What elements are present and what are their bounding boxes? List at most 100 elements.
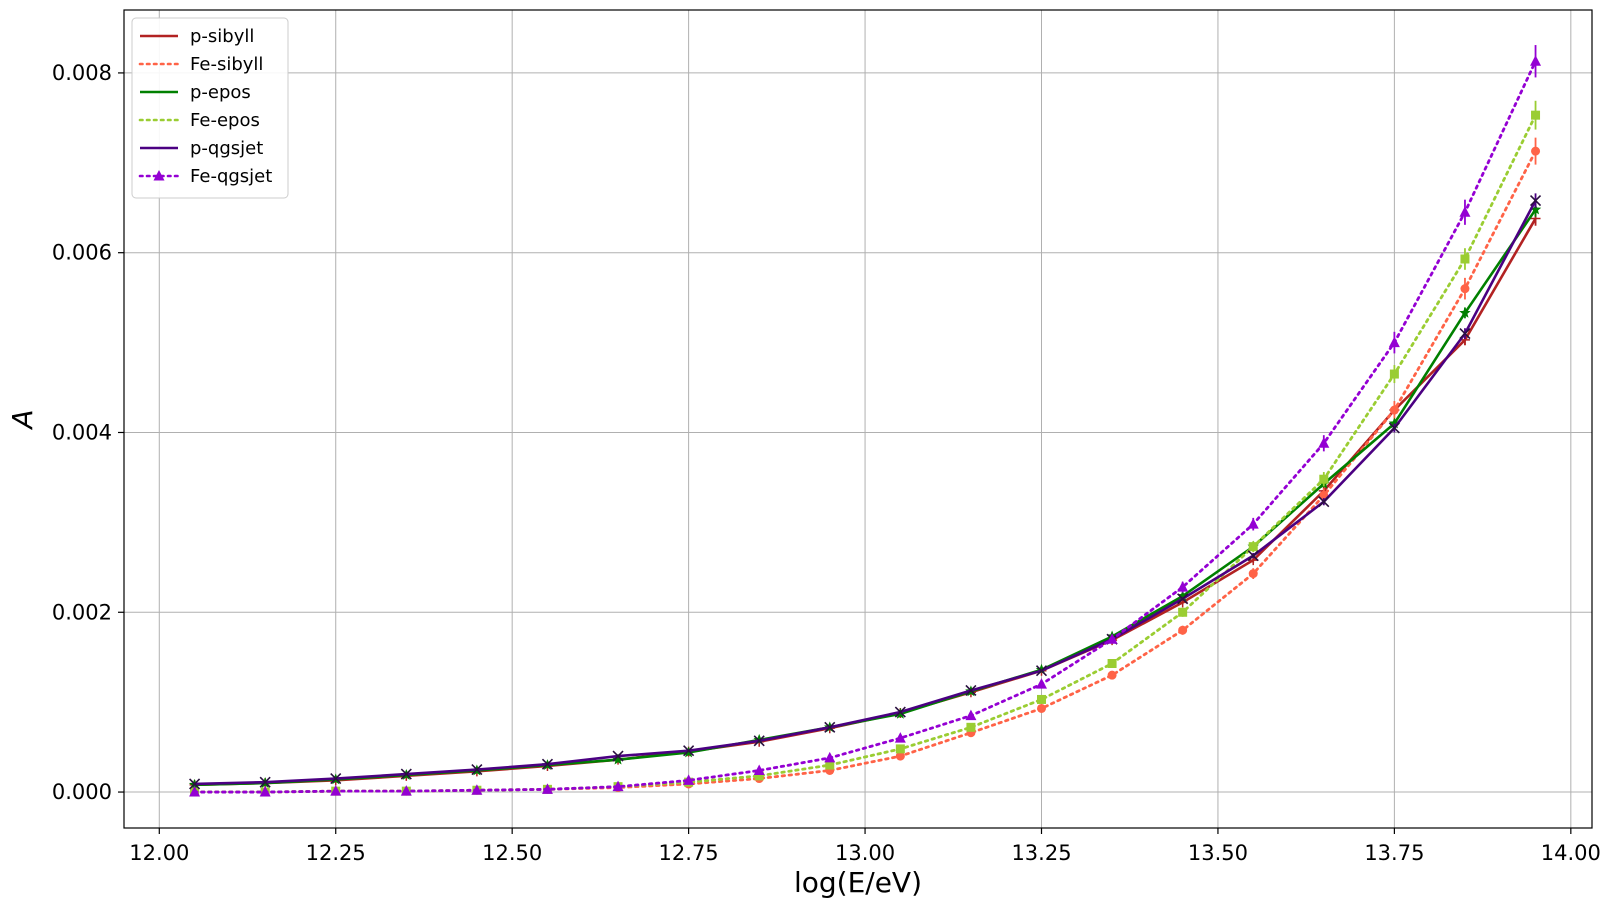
data-point <box>1107 659 1117 669</box>
data-point <box>541 783 553 794</box>
legend: p-sibyll Fe-sibyll p-epos Fe-epos p-qgsjet Fe… <box>131 17 289 199</box>
plot-frame <box>123 9 1593 829</box>
data-point <box>1035 663 1048 675</box>
data-point <box>1388 336 1400 348</box>
series-layer <box>188 45 1542 797</box>
data-point <box>612 780 624 792</box>
x-axis-label-text: log(E/eV) <box>794 866 922 899</box>
data-point <box>1459 328 1471 340</box>
x-axis-label: log(E/eV) <box>794 866 922 899</box>
legend-item: p-qgsjet <box>140 138 263 159</box>
legend-item: p-sibyll <box>140 26 254 47</box>
y-axis-label: A <box>6 409 39 430</box>
data-point <box>895 751 905 761</box>
data-point <box>894 732 906 743</box>
data-point <box>825 760 835 770</box>
data-point <box>1531 146 1541 156</box>
data-point <box>1035 665 1048 677</box>
data-point <box>471 784 483 795</box>
data-point <box>1531 110 1541 120</box>
y-tick-label: 0.006 <box>52 241 112 265</box>
y-axis-label-text: A <box>6 409 39 430</box>
data-point <box>1178 607 1188 617</box>
x-tick-label: 13.75 <box>1364 841 1424 865</box>
data-point <box>1389 369 1399 379</box>
data-point <box>259 776 271 788</box>
legend-item: Fe-sibyll <box>138 54 263 75</box>
data-point <box>965 684 977 697</box>
data-point <box>1319 474 1329 484</box>
data-point <box>1388 417 1401 429</box>
legend-label: p-qgsjet <box>190 138 263 159</box>
data-point <box>1529 203 1542 215</box>
x-tick-label: 13.50 <box>1188 841 1248 865</box>
data-point <box>330 772 342 785</box>
data-point <box>1178 625 1188 635</box>
data-point <box>1318 496 1330 508</box>
data-point <box>1389 405 1399 415</box>
data-point <box>400 785 412 796</box>
data-point <box>1247 518 1259 529</box>
plot-area <box>124 10 1592 828</box>
data-point <box>753 764 765 775</box>
data-point <box>1177 593 1189 605</box>
y-tick-label: 0.002 <box>52 600 112 624</box>
series-line <box>194 199 1537 786</box>
x-tick-label: 13.25 <box>1011 841 1071 865</box>
data-point <box>824 721 836 733</box>
legend-label: Fe-sibyll <box>190 54 263 75</box>
data-point <box>894 706 906 718</box>
series-line <box>193 59 1537 794</box>
data-point <box>541 758 554 770</box>
series-p-qgsjet <box>189 193 1542 790</box>
grid <box>124 10 1592 828</box>
legend-marker <box>153 170 165 181</box>
data-point <box>753 733 765 745</box>
data-point <box>683 774 695 785</box>
legend-label: p-sibyll <box>190 26 254 47</box>
data-point <box>683 745 695 757</box>
x-tick-label: 14.00 <box>1541 841 1600 865</box>
data-point <box>754 771 764 781</box>
data-point <box>1318 437 1330 448</box>
series-Fe-qgsjet <box>189 45 1542 797</box>
y-tick-label: 0.004 <box>52 420 112 444</box>
x-tick-label: 13.00 <box>835 841 895 865</box>
data-point <box>1529 195 1542 207</box>
x-axis: 12.00 12.25 12.50 12.75 13.00 13.25 13.50 13.75… <box>129 828 1600 865</box>
data-point <box>1388 422 1400 434</box>
y-tick-label: 0.008 <box>52 61 112 85</box>
data-point <box>259 786 271 797</box>
legend-item: Fe-qgsjet <box>138 166 272 187</box>
legend-item: Fe-epos <box>138 110 260 131</box>
y-axis: 0.000 0.002 0.004 0.006 0.008 <box>52 61 124 804</box>
data-point <box>330 785 342 796</box>
data-point <box>1459 306 1471 318</box>
x-tick-label: 12.75 <box>659 841 719 865</box>
data-point <box>1037 694 1046 704</box>
data-point <box>1459 206 1471 217</box>
data-point <box>471 764 483 776</box>
data-point <box>1530 55 1542 66</box>
data-point <box>612 750 624 762</box>
data-point <box>1247 550 1259 562</box>
data-point <box>895 744 905 754</box>
data-point <box>824 751 836 763</box>
data-point <box>189 778 201 790</box>
x-tick-label: 12.25 <box>306 841 366 865</box>
data-point <box>966 722 976 732</box>
y-tick-label: 0.000 <box>52 780 112 804</box>
data-point <box>1248 569 1258 579</box>
data-point <box>1176 590 1189 601</box>
data-point <box>1248 542 1258 552</box>
data-point <box>965 709 977 721</box>
data-point <box>1177 581 1189 592</box>
data-point <box>1036 678 1047 689</box>
data-point <box>1460 254 1470 264</box>
legend-label: p-epos <box>190 82 251 103</box>
data-point <box>1107 670 1117 680</box>
data-point <box>753 735 765 747</box>
legend-label: Fe-qgsjet <box>190 166 272 187</box>
x-tick-label: 12.00 <box>129 841 189 865</box>
